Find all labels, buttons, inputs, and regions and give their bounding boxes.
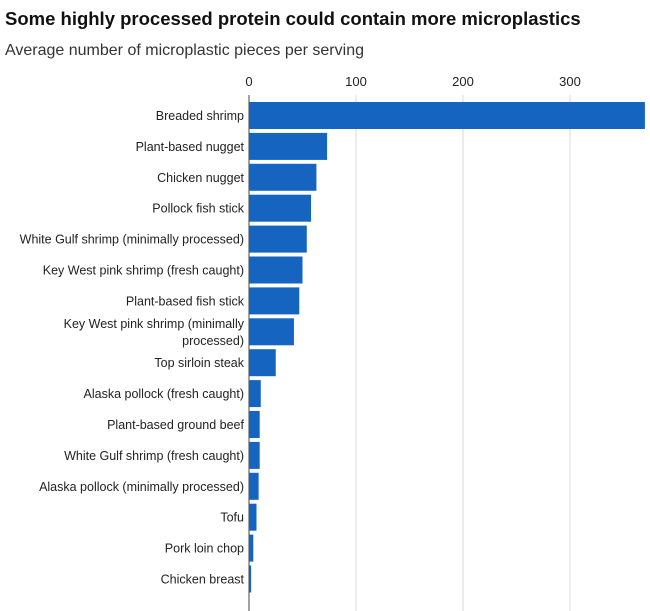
- bar: [249, 163, 317, 191]
- category-label: Key West pink shrimp (minimally processed…: [64, 317, 245, 348]
- category-label: Key West pink shrimp (fresh caught): [43, 264, 244, 278]
- category-label: Chicken breast: [161, 573, 245, 587]
- bar: [249, 256, 303, 284]
- category-label: Chicken nugget: [157, 171, 244, 185]
- x-tick-label: 300: [559, 74, 581, 89]
- bar: [249, 194, 312, 222]
- bar: [249, 441, 260, 469]
- bar: [249, 411, 260, 438]
- category-label: Pork loin chop: [165, 542, 244, 556]
- bar: [249, 380, 261, 408]
- bar: [249, 503, 257, 531]
- bar: [249, 318, 294, 346]
- bar: [249, 534, 254, 562]
- category-label: Alaska pollock (fresh caught): [84, 387, 245, 401]
- x-tick-label: 0: [245, 74, 252, 89]
- bar: [249, 472, 259, 500]
- category-label: Tofu: [220, 511, 244, 525]
- bar: [249, 225, 307, 253]
- x-tick-label: 200: [452, 74, 474, 89]
- bar: [249, 102, 645, 129]
- category-label: Plant-based ground beef: [107, 418, 244, 432]
- bar: [249, 287, 300, 315]
- x-tick-label: 100: [345, 74, 367, 89]
- category-label: Plant-based fish stick: [126, 294, 245, 308]
- category-label: Pollock fish stick: [152, 202, 244, 216]
- category-label: Plant-based nugget: [136, 140, 245, 154]
- bar: [249, 565, 252, 593]
- chart-title: Some highly processed protein could cont…: [5, 8, 581, 29]
- category-label: White Gulf shrimp (fresh caught): [64, 449, 244, 463]
- category-label: Alaska pollock (minimally processed): [39, 480, 244, 494]
- category-label: White Gulf shrimp (minimally processed): [20, 233, 244, 247]
- chart-subtitle: Average number of microplastic pieces pe…: [5, 42, 364, 59]
- bar: [249, 349, 276, 377]
- category-label: Top sirloin steak: [154, 356, 244, 370]
- bar: [249, 132, 328, 160]
- category-label: Breaded shrimp: [156, 109, 244, 123]
